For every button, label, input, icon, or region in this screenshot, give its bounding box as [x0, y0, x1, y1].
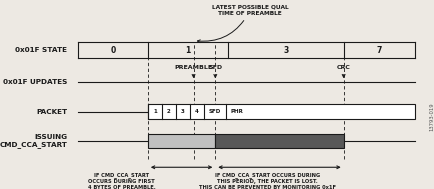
- Text: 0x01F UPDATES: 0x01F UPDATES: [3, 79, 67, 85]
- Text: ISSUING
CMD_CCA_START: ISSUING CMD_CCA_START: [0, 134, 67, 148]
- Text: LATEST POSSIBLE QUAL
TIME OF PREAMBLE: LATEST POSSIBLE QUAL TIME OF PREAMBLE: [197, 5, 288, 43]
- Text: PREAMBLE: PREAMBLE: [174, 65, 212, 70]
- Text: 13793-019: 13793-019: [428, 103, 434, 132]
- Text: SFD: SFD: [208, 65, 222, 70]
- Text: 0: 0: [110, 46, 115, 55]
- Text: CRC: CRC: [336, 65, 350, 70]
- Text: IF CMD_CCA_START
OCCURS DURING FIRST
4 BYTES OF PREAMBLE,
PACKET MAY BE LOST: IF CMD_CCA_START OCCURS DURING FIRST 4 B…: [88, 172, 155, 189]
- Text: SFD: SFD: [208, 109, 220, 114]
- Text: PACKET: PACKET: [36, 108, 67, 115]
- Text: IF CMD_CCA_START OCCURS DURING
THIS PERIOD, THE PACKET IS LOST.
THIS CAN BE PREV: IF CMD_CCA_START OCCURS DURING THIS PERI…: [197, 172, 336, 189]
- Text: 2: 2: [167, 109, 170, 114]
- Text: 7: 7: [376, 46, 381, 55]
- Text: PHR: PHR: [230, 109, 243, 114]
- Text: 4: 4: [194, 109, 198, 114]
- Bar: [215, 134, 343, 148]
- Bar: [148, 104, 414, 119]
- Text: 3: 3: [181, 109, 184, 114]
- Text: 1: 1: [185, 46, 191, 55]
- Text: 0x01F STATE: 0x01F STATE: [15, 47, 67, 53]
- Text: 1: 1: [153, 109, 156, 114]
- Bar: [148, 134, 215, 148]
- Text: 3: 3: [283, 46, 288, 55]
